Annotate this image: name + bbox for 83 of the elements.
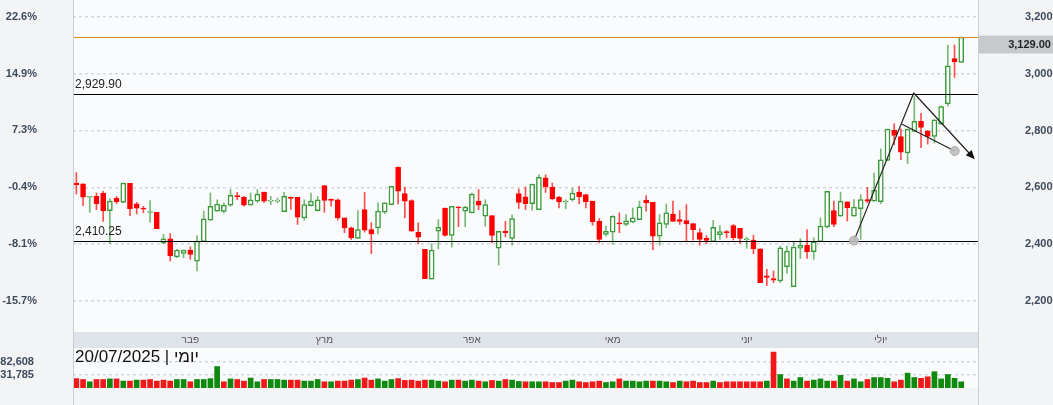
x-tick-label: יוני xyxy=(740,333,753,345)
candlestick xyxy=(770,270,777,283)
candlestick xyxy=(911,96,918,132)
candlestick xyxy=(294,196,301,225)
candlestick xyxy=(616,212,623,234)
candlestick xyxy=(341,217,348,234)
candlestick xyxy=(428,243,435,280)
candlestick xyxy=(475,189,482,211)
candlestick xyxy=(86,195,93,213)
candlestick xyxy=(683,204,690,242)
candlestick xyxy=(227,189,234,207)
candlestick xyxy=(113,196,120,205)
x-tick-label: מאי xyxy=(604,333,621,345)
ref-line-label: 3,129.00 xyxy=(1008,37,1051,50)
candlestick xyxy=(234,192,241,201)
candlestick xyxy=(636,200,643,220)
candlestick xyxy=(495,230,502,266)
candlestick xyxy=(368,222,375,255)
candlestick xyxy=(93,192,100,211)
candlestick xyxy=(904,128,911,165)
y2-tick-label: -8.1% xyxy=(8,237,38,250)
candlestick xyxy=(656,214,663,246)
x-tick-label: אפר xyxy=(463,333,482,345)
candlestick xyxy=(884,128,891,161)
candlestick xyxy=(723,230,730,239)
ref-line-label: 2,929.90 xyxy=(75,76,123,91)
candlestick xyxy=(321,185,328,213)
y2-tick-label: 7.3% xyxy=(11,123,38,136)
candlestick xyxy=(676,210,683,225)
candlestick xyxy=(951,44,958,78)
y2-tick-label: 14.9% xyxy=(5,66,38,79)
candlestick xyxy=(730,224,737,241)
candlestick xyxy=(522,186,529,211)
candlestick xyxy=(864,186,871,204)
y-tick-label: 2,800 xyxy=(1025,123,1053,136)
candlestick xyxy=(589,200,596,226)
y-tick-label: 2,200 xyxy=(1025,293,1053,306)
candlestick xyxy=(133,201,140,215)
candlestick xyxy=(790,241,797,287)
y-tick-label: 82,608 xyxy=(0,354,34,367)
candlestick xyxy=(388,186,395,205)
candlestick xyxy=(274,197,281,204)
candlestick xyxy=(750,234,757,255)
candlestick xyxy=(180,249,187,258)
y2-tick-label: -15.7% xyxy=(2,293,38,306)
candlestick xyxy=(254,189,261,203)
y2-tick-label: -0.4% xyxy=(8,180,38,193)
candlestick xyxy=(569,187,576,202)
candlestick xyxy=(187,246,194,260)
candlestick xyxy=(817,217,824,243)
candlestick xyxy=(314,196,321,212)
chart-title: יומי | 20/07/2025 xyxy=(75,347,199,367)
y2-tick-label: 22.6% xyxy=(5,9,38,22)
candlestick xyxy=(542,174,549,193)
candlestick xyxy=(703,235,710,245)
candlestick xyxy=(562,199,569,210)
candlestick xyxy=(857,194,864,240)
x-tick-label: יולי xyxy=(874,333,888,345)
candlestick xyxy=(267,196,274,205)
y-tick-label: 2,400 xyxy=(1025,237,1053,250)
candlestick xyxy=(361,192,368,233)
candlestick xyxy=(764,268,770,287)
candlestick xyxy=(247,192,254,206)
candlestick xyxy=(435,219,442,250)
y-tick-label: 2,600 xyxy=(1025,180,1053,193)
candlestick xyxy=(207,192,214,221)
candlestick xyxy=(462,205,468,228)
candlestick xyxy=(931,119,938,144)
candlestick xyxy=(743,236,750,249)
candlestick xyxy=(140,205,147,214)
candlestick xyxy=(717,225,723,240)
candlestick xyxy=(643,195,649,212)
y-tick-label: 3,000 xyxy=(1025,66,1053,79)
y-tick-label: 31,785 xyxy=(0,367,34,380)
candlestick xyxy=(408,199,415,232)
candlestick xyxy=(455,206,462,228)
candlestick xyxy=(288,196,294,210)
x-tick-label: פבר xyxy=(181,333,200,345)
x-tick-label: מרץ xyxy=(315,333,334,345)
candlestick xyxy=(549,182,556,201)
candlestick xyxy=(837,191,844,217)
y-tick-label: 3,200 xyxy=(1025,10,1053,23)
candlestick xyxy=(609,215,616,245)
